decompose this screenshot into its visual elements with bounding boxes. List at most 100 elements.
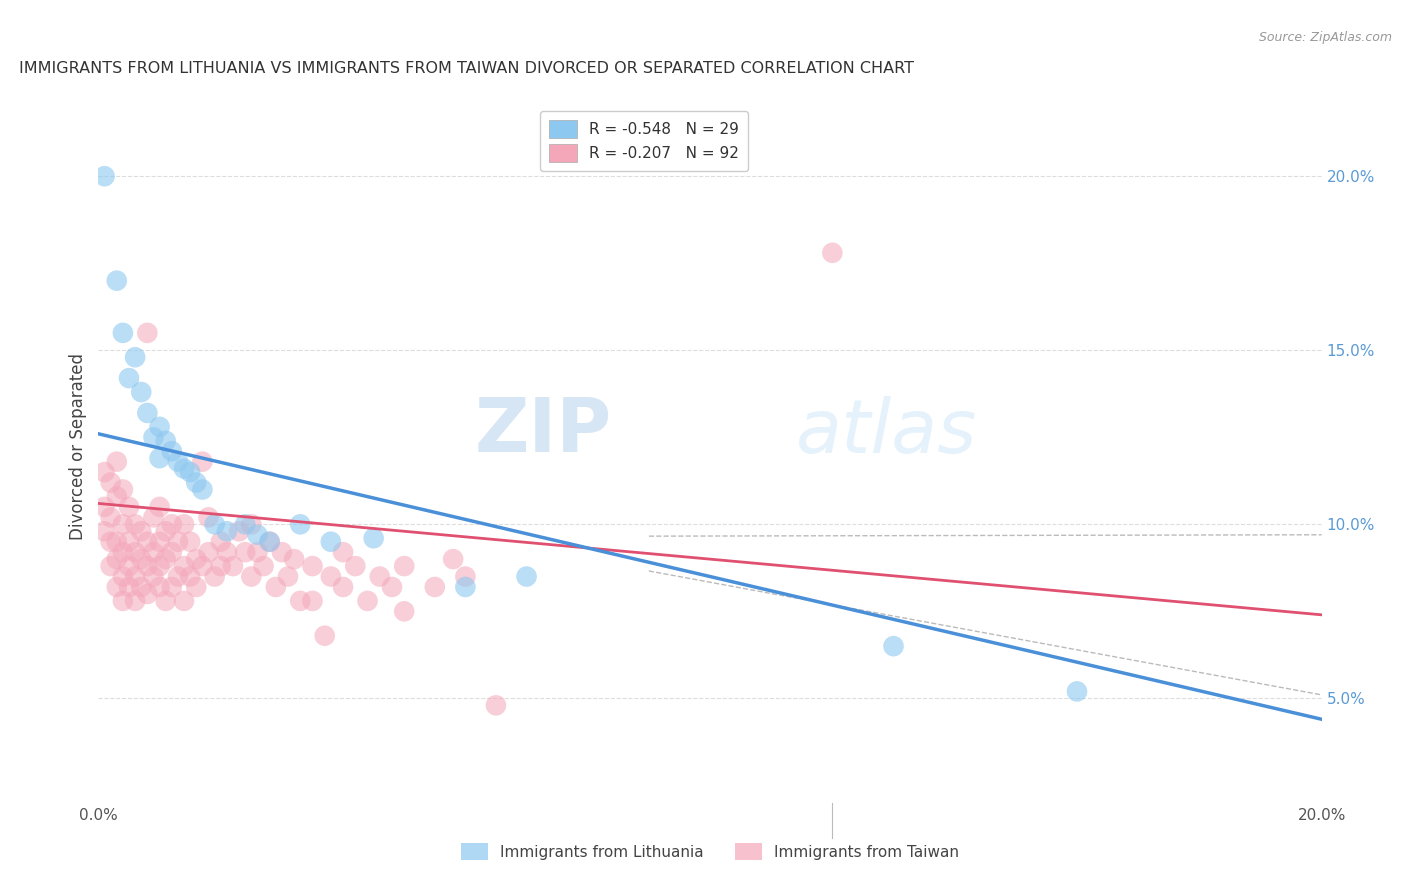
Point [381,580,404,594]
Point [259,534,281,549]
Text: Source: ZipAtlas.com: Source: ZipAtlas.com [1258,31,1392,45]
Point [301,559,323,574]
Point [136,587,159,601]
Legend: Immigrants from Lithuania, Immigrants from Taiwan: Immigrants from Lithuania, Immigrants fr… [454,837,966,866]
Point [423,580,446,594]
Point [363,531,385,545]
Point [290,594,312,608]
Point [290,517,312,532]
Point [246,545,269,559]
Point [173,594,195,608]
Point [215,545,238,559]
Point [105,455,128,469]
Point [516,569,538,583]
Point [240,569,263,583]
Point [332,580,354,594]
Point [124,569,146,583]
Point [93,465,115,479]
Point [160,517,183,532]
Point [191,483,214,497]
Y-axis label: Divorced or Separated: Divorced or Separated [69,352,87,540]
Point [246,528,269,542]
Point [155,434,177,448]
Point [233,545,256,559]
Point [344,559,367,574]
Point [301,594,323,608]
Point [259,534,281,549]
Point [93,524,115,539]
Point [392,559,416,574]
Text: atlas: atlas [796,396,977,467]
Point [136,406,159,420]
Text: IMMIGRANTS FROM LITHUANIA VS IMMIGRANTS FROM TAIWAN DIVORCED OR SEPARATED CORREL: IMMIGRANTS FROM LITHUANIA VS IMMIGRANTS … [18,61,914,76]
Point [314,629,336,643]
Point [319,534,342,549]
Point [186,475,208,490]
Point [821,245,844,260]
Point [129,552,152,566]
Point [149,451,172,466]
Point [124,545,146,559]
Point [100,534,122,549]
Point [228,524,250,539]
Point [173,461,195,475]
Point [204,517,226,532]
Point [100,510,122,524]
Point [270,545,292,559]
Point [173,517,195,532]
Point [124,517,146,532]
Point [191,455,214,469]
Point [105,552,128,566]
Point [118,500,141,514]
Point [332,545,354,559]
Point [149,559,172,574]
Point [136,534,159,549]
Point [136,559,159,574]
Point [197,545,219,559]
Point [240,517,263,532]
Point [105,580,128,594]
Point [179,465,201,479]
Point [124,350,146,364]
Point [222,559,245,574]
Point [264,580,287,594]
Point [441,552,464,566]
Point [100,475,122,490]
Point [392,604,416,618]
Point [129,580,152,594]
Point [149,580,172,594]
Point [111,326,134,340]
Point [111,483,134,497]
Point [142,545,165,559]
Point [105,490,128,504]
Point [1066,684,1088,698]
Point [93,169,115,184]
Point [111,517,134,532]
Point [100,559,122,574]
Point [883,639,905,653]
Point [142,510,165,524]
Point [93,500,115,514]
Point [283,552,305,566]
Point [124,594,146,608]
Point [167,534,190,549]
Point [118,559,141,574]
Point [209,534,232,549]
Point [111,569,134,583]
Point [167,569,190,583]
Point [252,559,274,574]
Point [356,594,378,608]
Point [160,545,183,559]
Text: ZIP: ZIP [475,395,612,468]
Point [215,524,238,539]
Point [319,569,342,583]
Point [173,559,195,574]
Point [136,326,159,340]
Point [454,580,477,594]
Point [149,420,172,434]
Point [233,517,256,532]
Point [197,510,219,524]
Point [155,594,177,608]
Point [118,580,141,594]
Point [204,569,226,583]
